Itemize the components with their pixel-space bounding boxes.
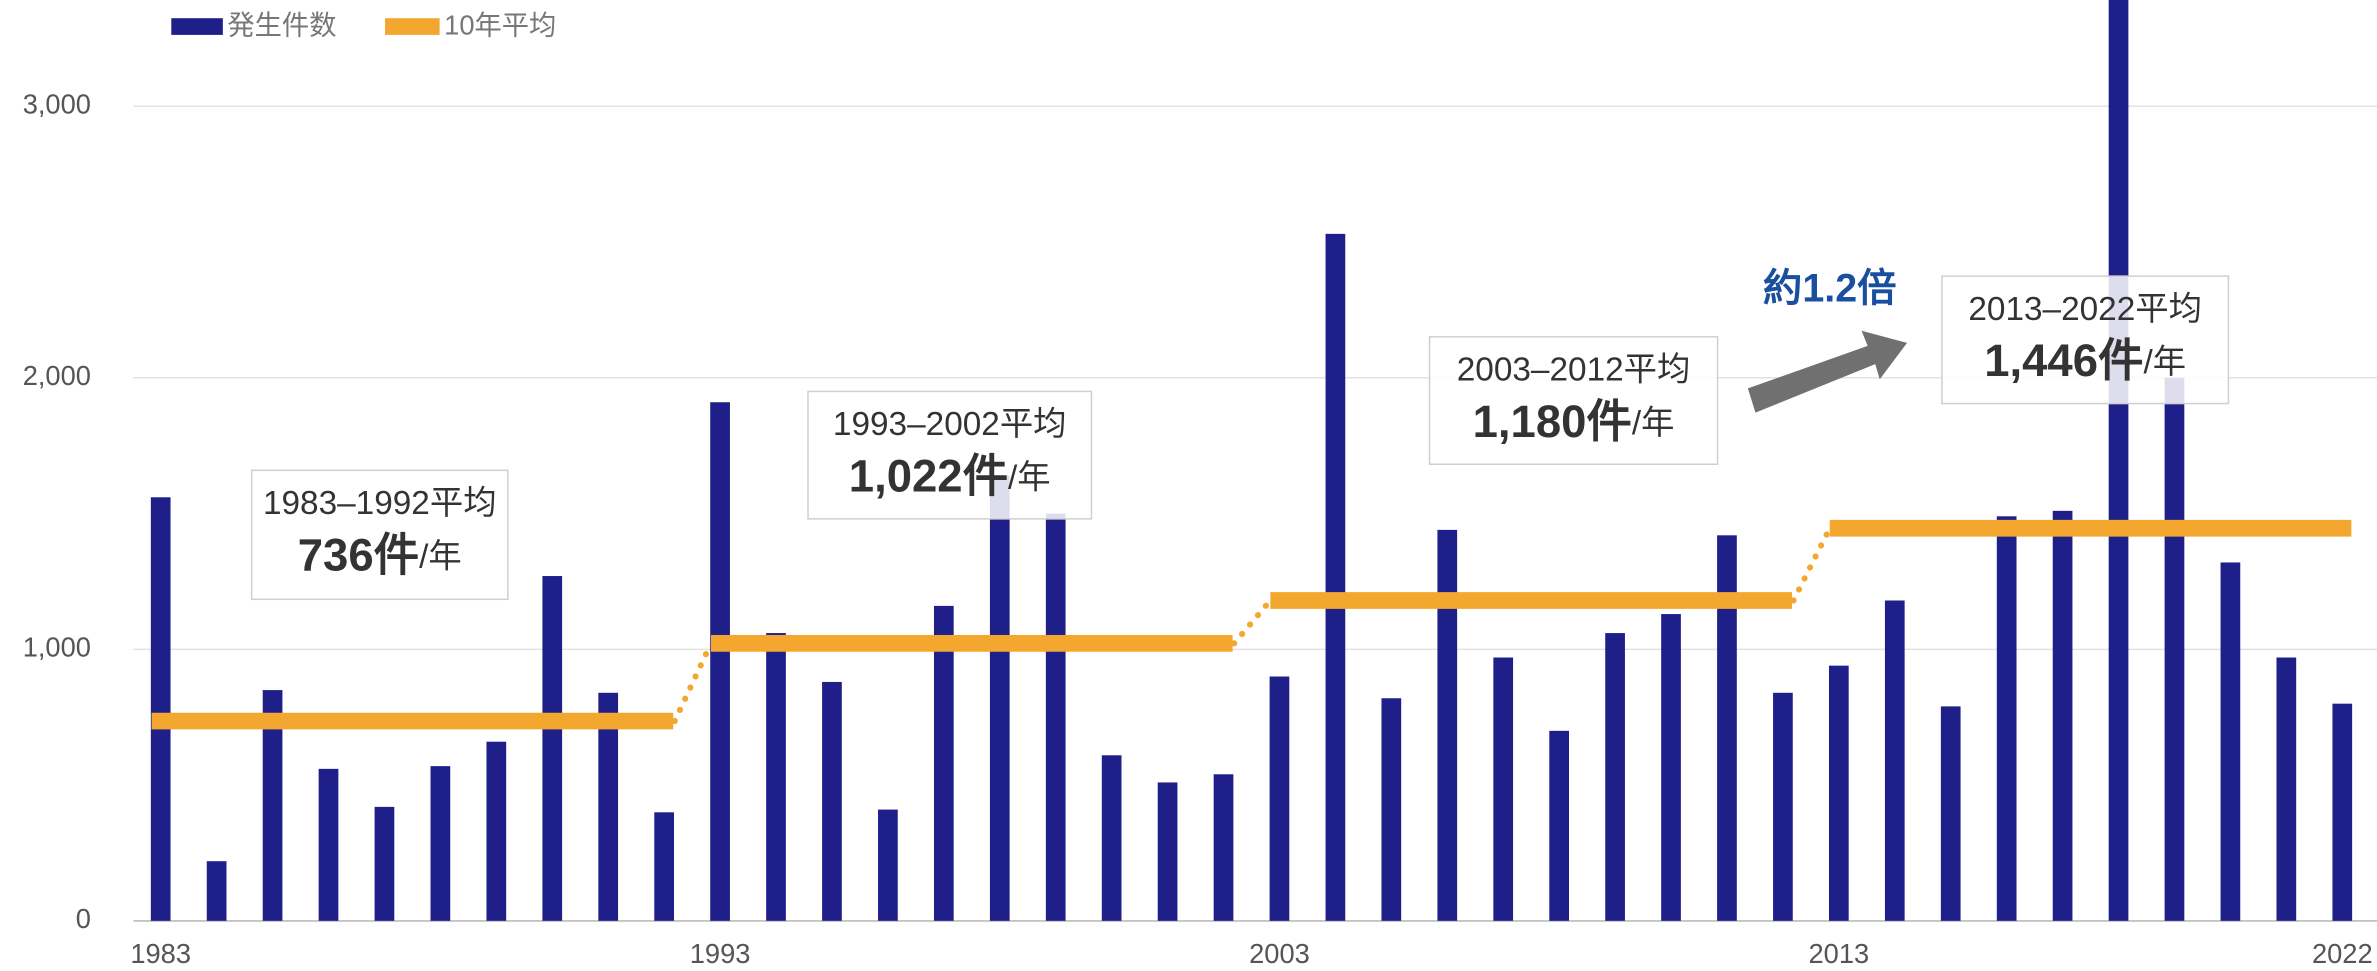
bar — [1437, 529, 1458, 921]
annotation-value: 1,022件/年 — [849, 450, 1051, 501]
bar — [1940, 706, 1961, 921]
annotation-value: 736件/年 — [298, 529, 462, 580]
bar — [1157, 782, 1178, 921]
annotation-number: 1,180件 — [1473, 396, 1632, 447]
connector — [671, 640, 715, 725]
bar — [542, 576, 563, 921]
annotation-number: 736件 — [298, 529, 419, 580]
bar — [318, 768, 339, 921]
average-lines — [151, 519, 2352, 730]
bar — [2052, 510, 2073, 921]
x-tick-label: 1983 — [130, 938, 191, 969]
bar — [989, 475, 1010, 921]
y-tick-label: 0 — [76, 903, 91, 934]
annotation-period: 2003–2012平均 — [1457, 352, 1691, 389]
bar — [2332, 703, 2353, 921]
annotation-number: 1,446件 — [1984, 335, 2143, 386]
connector — [1231, 597, 1274, 647]
annotation-value: 1,446件/年 — [1984, 335, 2186, 386]
x-tick-label: 2003 — [1249, 938, 1310, 969]
bar — [1493, 657, 1514, 921]
annotations: 1983–1992平均 736件/年 1993–2002平均 1,022件/年 2003… — [250, 275, 2230, 601]
bar — [1884, 600, 1905, 921]
bar — [878, 809, 898, 921]
arrow-label: 約1.2倍 — [1763, 267, 1897, 311]
bar — [1605, 633, 1625, 921]
bars — [150, 0, 2353, 921]
x-tick-label: 2022 — [2312, 938, 2373, 969]
annotation-unit: /年 — [2143, 344, 2186, 381]
bar — [1549, 730, 1570, 921]
bar — [2220, 562, 2241, 921]
bar — [1045, 513, 1066, 921]
annotation-period: 1993–2002平均 — [833, 406, 1067, 443]
annotation-unit: /年 — [419, 538, 462, 575]
bar — [598, 692, 619, 921]
bar — [1773, 692, 1793, 921]
annotation-box — [250, 469, 509, 601]
legend-swatch — [171, 18, 223, 35]
bar — [2276, 657, 2297, 921]
y-tick-label: 3,000 — [23, 88, 91, 119]
annotation-period: 2013–2022平均 — [1968, 291, 2202, 328]
bar — [150, 497, 171, 921]
bar — [2108, 0, 2129, 921]
x-tick-label: 2013 — [1809, 938, 1870, 969]
x-tick-label: 1993 — [690, 938, 751, 969]
bar — [374, 806, 395, 921]
bar — [1213, 774, 1234, 921]
bar — [766, 633, 786, 921]
legend-label: 10年平均 — [444, 10, 556, 41]
bar — [1828, 665, 1849, 921]
bar — [1996, 516, 2017, 921]
connector — [1790, 525, 1833, 604]
annotation-value: 1,180件/年 — [1473, 396, 1675, 447]
bar — [1325, 233, 1346, 921]
arrow — [1747, 330, 1908, 413]
bar — [933, 605, 954, 921]
bar — [1101, 755, 1122, 921]
annotation-unit: /年 — [1632, 405, 1675, 442]
annotation-number: 1,022件 — [849, 450, 1008, 501]
bar — [654, 812, 674, 921]
annotation-box — [807, 390, 1093, 520]
bar — [822, 681, 842, 921]
annotation-box — [1428, 336, 1719, 466]
bar — [486, 741, 507, 921]
bar — [710, 402, 730, 921]
annotation-box — [1941, 275, 2230, 405]
y-tick-label: 1,000 — [23, 632, 91, 663]
bar — [1381, 698, 1402, 921]
bar — [2164, 377, 2185, 921]
bar — [1717, 535, 1737, 921]
legend-swatch — [385, 18, 440, 35]
legend-label: 発生件数 — [227, 10, 336, 41]
bar — [1661, 614, 1681, 921]
annotation-period: 1983–1992平均 — [263, 485, 497, 522]
bar — [1269, 676, 1290, 921]
annotation-unit: /年 — [1008, 459, 1051, 496]
bar — [206, 861, 227, 921]
y-tick-label: 2,000 — [23, 360, 91, 391]
bar — [430, 766, 451, 921]
bar — [262, 690, 283, 921]
